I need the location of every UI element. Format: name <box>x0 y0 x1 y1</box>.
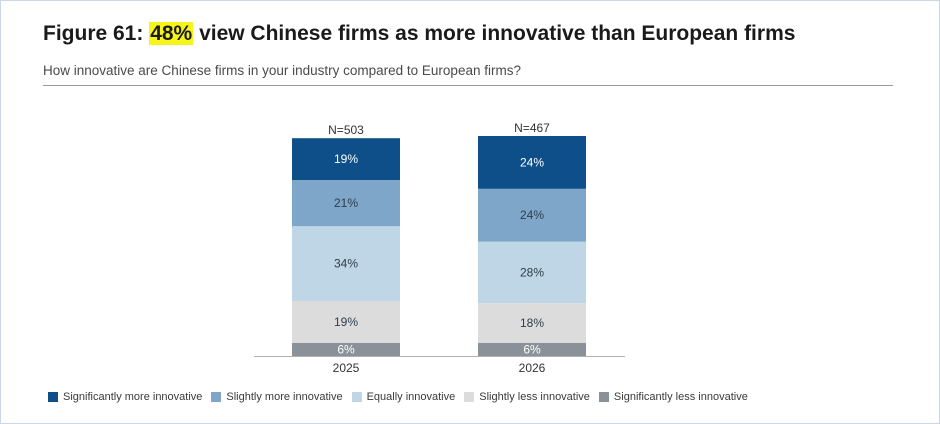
chart-legend: Significantly more innovative Slightly mo… <box>48 391 757 403</box>
legend-item: Significantly more innovative <box>48 391 202 403</box>
title-prefix: Figure 61: <box>43 22 150 45</box>
data-label: 24% <box>520 155 544 169</box>
legend-swatch <box>598 392 609 402</box>
bar-segment <box>478 342 586 356</box>
bar-segment <box>478 188 586 242</box>
legend-item: Equally innovative <box>351 391 456 403</box>
bar-segment <box>292 138 400 180</box>
sample-size-label: N=503 <box>328 123 364 137</box>
legend-label: Slightly less innovative <box>479 391 590 403</box>
x-tick-label: 2026 <box>519 361 546 375</box>
legend-swatch <box>211 392 222 402</box>
title-suffix: view Chinese firms as more innovative th… <box>193 22 796 45</box>
legend-label: Slightly more innovative <box>226 391 343 403</box>
data-label: 6% <box>523 342 541 356</box>
legend-label: Significantly more innovative <box>63 391 203 403</box>
data-label: 28% <box>520 265 544 279</box>
figure-subtitle: How innovative are Chinese firms in your… <box>43 63 521 78</box>
legend-item: Slightly more innovative <box>211 391 343 403</box>
legend-label: Equally innovative <box>366 391 456 403</box>
bar-segment <box>478 136 586 189</box>
legend-swatch <box>351 392 362 402</box>
figure-title: Figure 61: 48% view Chinese firms as mor… <box>43 22 795 46</box>
bar-segment <box>292 342 400 356</box>
title-divider <box>43 85 893 86</box>
legend-item: Significantly less innovative <box>598 391 748 403</box>
data-label: 19% <box>334 152 358 166</box>
bar-segment <box>292 301 400 343</box>
data-label: 21% <box>334 196 358 210</box>
bar-segment <box>292 180 400 227</box>
sample-size-label: N=467 <box>514 121 550 135</box>
data-label: 19% <box>334 315 358 329</box>
title-highlight: 48% <box>149 22 194 45</box>
data-label: 6% <box>337 342 355 356</box>
data-label: 34% <box>334 257 358 271</box>
legend-label: Significantly less innovative <box>613 391 748 403</box>
bar-segment <box>478 303 586 343</box>
legend-item: Slightly less innovative <box>464 391 590 403</box>
bar-segment <box>478 241 586 304</box>
x-tick-label: 2025 <box>333 361 360 375</box>
legend-swatch <box>48 392 58 402</box>
legend-swatch <box>464 392 475 402</box>
data-label: 24% <box>520 208 544 222</box>
bar-segment <box>292 226 400 301</box>
data-label: 18% <box>520 316 544 330</box>
